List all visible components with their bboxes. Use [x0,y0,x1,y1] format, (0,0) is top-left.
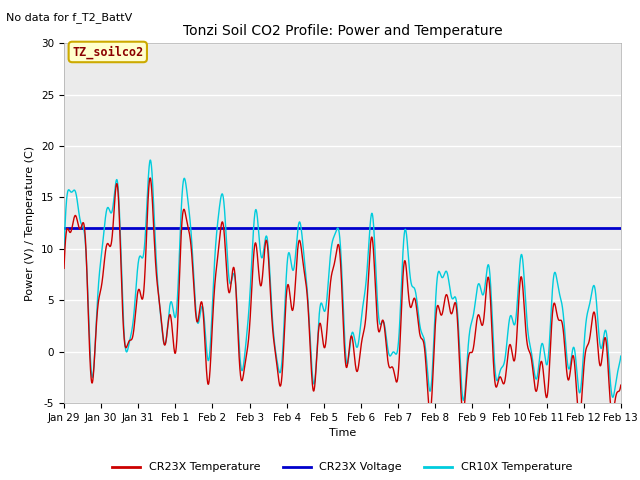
Text: No data for f_T2_BattV: No data for f_T2_BattV [6,12,132,23]
Legend: CR23X Temperature, CR23X Voltage, CR10X Temperature: CR23X Temperature, CR23X Voltage, CR10X … [108,458,577,477]
Y-axis label: Power (V) / Temperature (C): Power (V) / Temperature (C) [26,145,35,301]
Text: TZ_soilco2: TZ_soilco2 [72,45,143,59]
Title: Tonzi Soil CO2 Profile: Power and Temperature: Tonzi Soil CO2 Profile: Power and Temper… [182,24,502,38]
X-axis label: Time: Time [329,429,356,438]
